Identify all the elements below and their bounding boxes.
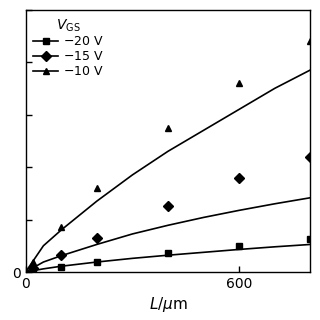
$-$10 V [237,81,241,85]
$-$10 V [31,260,35,263]
$-$15 V [31,266,35,270]
Line: $-$15 V: $-$15 V [29,153,314,272]
Line: $-$10 V: $-$10 V [29,38,314,265]
Legend: $-$20 V, $-$15 V, $-$10 V: $-$20 V, $-$15 V, $-$10 V [29,13,108,82]
$-$15 V [59,253,63,257]
$-$15 V [95,236,99,240]
$-$20 V [95,260,99,264]
$-$20 V [237,244,241,248]
Line: $-$20 V: $-$20 V [29,236,314,274]
$-$10 V [308,39,312,43]
X-axis label: $L/\mu\mathrm{m}$: $L/\mu\mathrm{m}$ [148,295,188,314]
$-$10 V [166,126,170,130]
$-$15 V [308,155,312,158]
$-$10 V [95,186,99,190]
$-$20 V [59,265,63,269]
$-$20 V [308,237,312,241]
$-$15 V [237,176,241,180]
$-$15 V [166,204,170,208]
$-$20 V [31,269,35,273]
$-$20 V [166,251,170,255]
$-$10 V [59,226,63,229]
